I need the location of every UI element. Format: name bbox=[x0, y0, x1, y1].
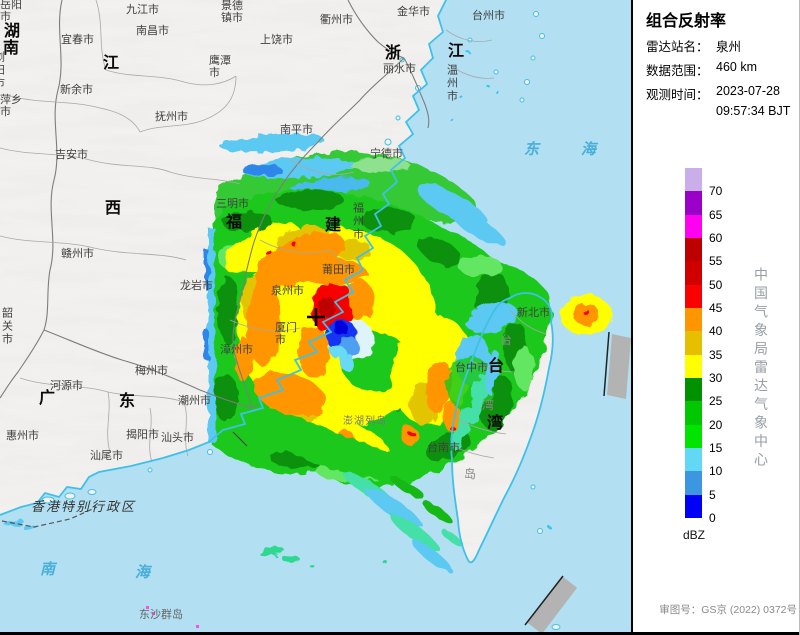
legend-segment bbox=[685, 494, 702, 518]
radar-map-canvas bbox=[0, 0, 631, 635]
obs-time-date: 2023-07-28 bbox=[716, 84, 780, 98]
station-name-value: 泉州 bbox=[716, 40, 742, 54]
legend-tick-label: 70 bbox=[709, 184, 723, 199]
radar-map: 湖南江西浙江福建广东台湾九江市 南昌市 宜春市 衢州市 金华市 上饶市 丽水市 台州市 抚州市新… bbox=[0, 0, 631, 635]
data-range-row: 数据范围： 460 km bbox=[646, 60, 757, 79]
legend-tick-label: 55 bbox=[709, 254, 723, 269]
legend-tick-label: 30 bbox=[709, 371, 723, 385]
legend-tick-label: 60 bbox=[709, 231, 723, 245]
reflectivity-color-scale bbox=[685, 168, 702, 518]
legend-segment bbox=[685, 261, 702, 285]
scale-unit-label: dBZ bbox=[683, 528, 706, 542]
legend-segment bbox=[685, 284, 702, 308]
legend-tick-label: 65 bbox=[709, 207, 723, 222]
radar-station-marker bbox=[307, 308, 325, 326]
legend-tick-label: 25 bbox=[709, 394, 723, 409]
data-range-label: 数据范围： bbox=[646, 64, 709, 78]
legend-tick-label: 15 bbox=[709, 441, 723, 455]
coastline bbox=[0, 0, 554, 564]
legend-tick-label: 50 bbox=[709, 277, 723, 292]
legend-segment bbox=[685, 424, 702, 448]
map-approval-number: 审图号：GS京 (2022) 0372号 bbox=[659, 604, 797, 616]
data-range-value: 460 km bbox=[716, 60, 757, 74]
obs-time-label: 观测时间： bbox=[646, 88, 709, 102]
legend-segment bbox=[685, 168, 702, 192]
legend-tick-label: 35 bbox=[709, 347, 723, 362]
legend-tick-label: 5 bbox=[709, 487, 716, 502]
legend-segment bbox=[685, 447, 702, 472]
legend-tick-label: 10 bbox=[709, 464, 723, 479]
boundary-tick bbox=[232, 431, 248, 447]
province-borders bbox=[0, 0, 430, 409]
agency-watermark: 中国气象局雷达气象中心 bbox=[753, 267, 769, 471]
legend-segment bbox=[685, 354, 702, 378]
legend-tick-label: 0 bbox=[709, 511, 716, 525]
bottom-border bbox=[0, 632, 800, 635]
legend-segment bbox=[685, 377, 702, 402]
legend-tick-label: 20 bbox=[709, 417, 723, 432]
legend-segment bbox=[685, 471, 702, 495]
legend-segment bbox=[685, 331, 702, 355]
map-artifact-patches bbox=[524, 331, 631, 634]
legend-tick-label: 45 bbox=[709, 301, 723, 315]
hk-boundary-line bbox=[1, 506, 98, 528]
magenta-specks bbox=[146, 606, 199, 628]
legend-segment bbox=[685, 401, 702, 425]
station-name-row: 雷达站名： 泉州 bbox=[646, 36, 741, 55]
legend-segment bbox=[685, 214, 702, 238]
obs-time-clock: 09:57:34 BJT bbox=[716, 104, 791, 118]
station-name-label: 雷达站名： bbox=[646, 40, 709, 54]
info-panel: 组合反射率 雷达站名： 泉州 数据范围： 460 km 观测时间： 2023-0… bbox=[631, 0, 800, 635]
legend-tick-label: 40 bbox=[709, 324, 723, 339]
legend-segment bbox=[685, 307, 702, 332]
legend-segment bbox=[685, 191, 702, 215]
legend-segment bbox=[685, 237, 702, 262]
obs-time-row: 观测时间： 2023-07-28 bbox=[646, 84, 780, 103]
product-title: 组合反射率 bbox=[646, 13, 727, 30]
radar-echo bbox=[4, 50, 612, 572]
